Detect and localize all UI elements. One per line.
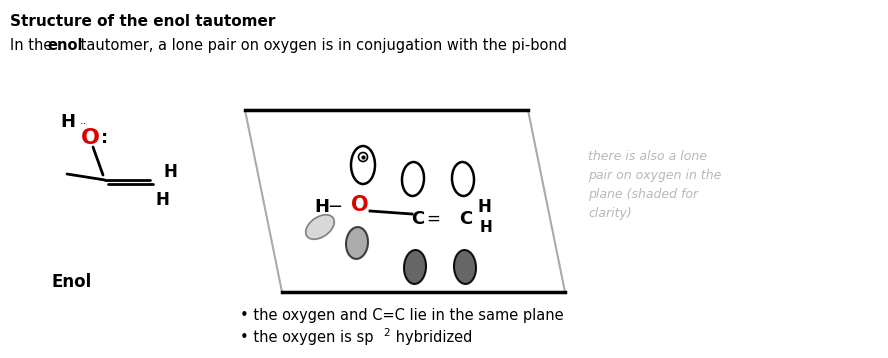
Text: −: − bbox=[328, 198, 343, 216]
Text: H: H bbox=[314, 198, 329, 216]
Ellipse shape bbox=[351, 146, 375, 184]
Text: tautomer, a lone pair on oxygen is in conjugation with the pi-bond: tautomer, a lone pair on oxygen is in co… bbox=[76, 38, 567, 53]
Ellipse shape bbox=[452, 162, 474, 196]
Text: H: H bbox=[60, 113, 75, 131]
Text: C: C bbox=[459, 210, 472, 228]
Text: hybridized: hybridized bbox=[391, 330, 472, 345]
Text: H: H bbox=[163, 163, 177, 181]
Text: :: : bbox=[101, 129, 108, 147]
Text: =: = bbox=[426, 210, 440, 228]
Ellipse shape bbox=[305, 215, 334, 239]
Text: • the oxygen and C=C lie in the same plane: • the oxygen and C=C lie in the same pla… bbox=[240, 308, 564, 323]
Text: H: H bbox=[477, 198, 491, 216]
Text: ··: ·· bbox=[79, 119, 87, 129]
Text: C: C bbox=[411, 210, 424, 228]
Ellipse shape bbox=[402, 162, 424, 196]
Text: • the oxygen is sp: • the oxygen is sp bbox=[240, 330, 374, 345]
Text: enol: enol bbox=[47, 38, 83, 53]
Ellipse shape bbox=[346, 227, 368, 259]
Text: H: H bbox=[155, 191, 169, 209]
Ellipse shape bbox=[404, 250, 426, 284]
Text: Structure of the enol tautomer: Structure of the enol tautomer bbox=[10, 14, 275, 29]
Text: In the: In the bbox=[10, 38, 57, 53]
Text: there is also a lone
pair on oxygen in the
plane (shaded for
clarity): there is also a lone pair on oxygen in t… bbox=[588, 150, 721, 220]
Text: O: O bbox=[351, 195, 369, 215]
Text: O: O bbox=[81, 128, 99, 148]
Text: H: H bbox=[480, 219, 492, 234]
Text: Enol: Enol bbox=[52, 273, 92, 291]
Text: 2: 2 bbox=[383, 328, 390, 338]
Ellipse shape bbox=[454, 250, 476, 284]
